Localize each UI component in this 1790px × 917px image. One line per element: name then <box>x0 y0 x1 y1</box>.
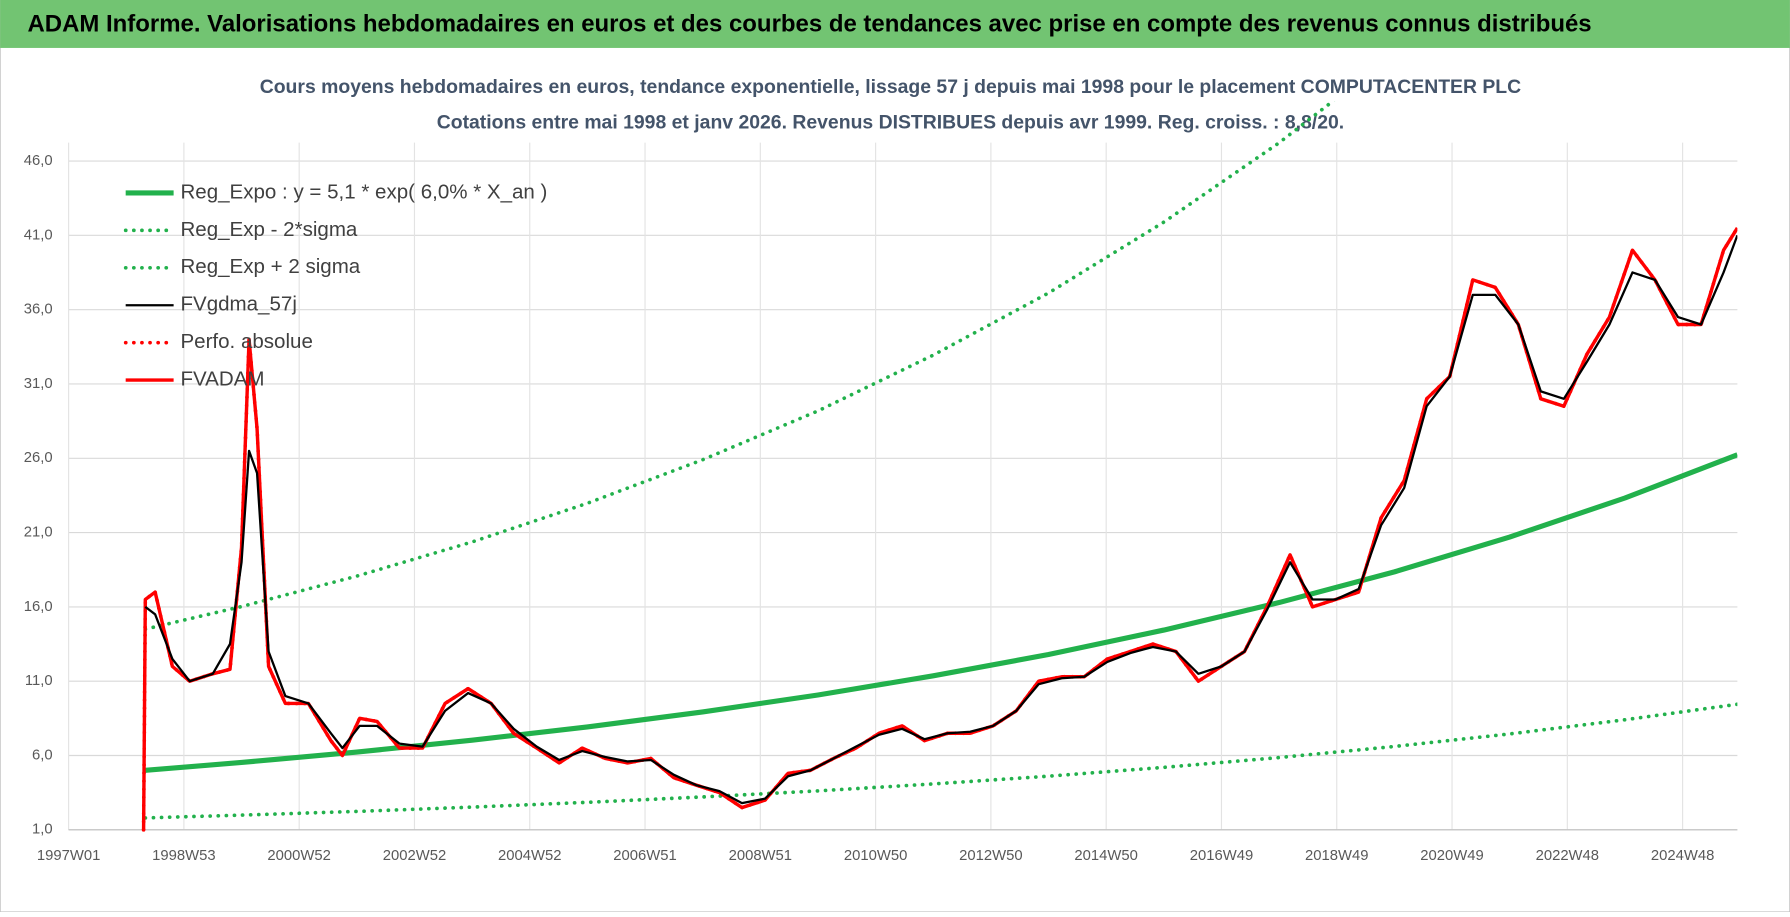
plot-area <box>141 101 1738 832</box>
x-tick-label: 2002W52 <box>383 848 446 864</box>
legend-label: Reg_Expo : y = 5,1 * exp( 6,0% * X_an ) <box>180 180 547 203</box>
x-tick-label: 2004W52 <box>498 848 561 864</box>
legend: Reg_Expo : y = 5,1 * exp( 6,0% * X_an ) R… <box>123 180 547 391</box>
x-tick-label: 2000W52 <box>267 848 330 864</box>
x-tick-label: 2020W49 <box>1420 848 1483 864</box>
x-tick-label: 2006W51 <box>613 848 676 864</box>
x-tick-label: 2016W49 <box>1190 848 1253 864</box>
y-tick-label: 46,0 <box>24 153 53 169</box>
legend-label: Perfo. absolue <box>180 330 312 353</box>
y-tick-label: 41,0 <box>24 227 53 243</box>
legend-label: Reg_Exp + 2 sigma <box>180 255 360 278</box>
series-line <box>141 227 1738 830</box>
y-tick-label: 26,0 <box>24 450 53 466</box>
x-tick-label: 1998W53 <box>152 848 215 864</box>
y-tick-label: 1,0 <box>32 822 53 838</box>
x-tick-label: 2018W49 <box>1305 848 1368 864</box>
chart-title: Cours moyens hebdomadaires en euros, ten… <box>260 76 1521 98</box>
legend-label: FVgdma_57j <box>180 293 296 316</box>
header-title: ADAM Informe. Valorisations hebdomadaire… <box>28 10 1592 37</box>
y-tick-label: 21,0 <box>24 525 53 541</box>
y-tick-label: 16,0 <box>24 599 53 615</box>
y-tick-label: 36,0 <box>24 302 53 318</box>
series-line <box>143 702 1738 820</box>
series-line <box>145 452 1738 773</box>
grid: 1,0 6,0 11,0 16,0 21,0 26,0 31,0 36,0 41,0 46,0 19… <box>24 142 1738 864</box>
y-tick-label: 6,0 <box>32 747 53 763</box>
legend-label: Reg_Exp - 2*sigma <box>180 218 357 241</box>
x-tick-label: 2024W48 <box>1651 848 1714 864</box>
y-tick-label: 11,0 <box>25 673 53 689</box>
x-tick-label: 2010W50 <box>844 848 907 864</box>
x-tick-label: 1997W01 <box>37 848 100 864</box>
chart-subtitle: Cotations entre mai 1998 et janv 2026. R… <box>437 111 1344 133</box>
legend-label: FVADAM <box>180 368 264 391</box>
series-line <box>143 101 1336 631</box>
header-bar <box>0 0 1790 48</box>
x-tick-label: 2014W50 <box>1074 848 1137 864</box>
series-line <box>144 234 1738 805</box>
y-tick-label: 31,0 <box>24 376 53 392</box>
x-tick-label: 2008W51 <box>729 848 792 864</box>
x-tick-label: 2012W50 <box>959 848 1022 864</box>
x-tick-label: 2022W48 <box>1536 848 1599 864</box>
